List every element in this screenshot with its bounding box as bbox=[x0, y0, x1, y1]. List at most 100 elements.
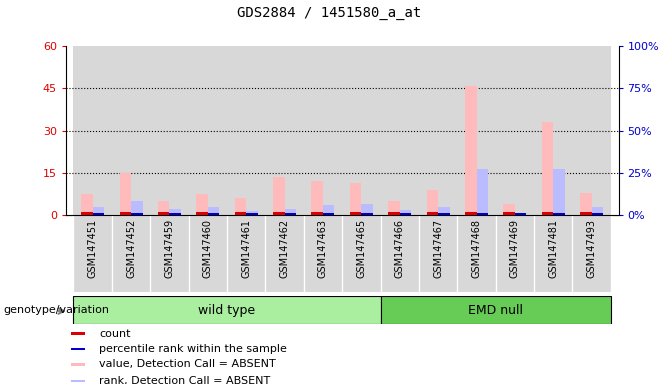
Bar bbox=[419, 46, 457, 215]
Bar bbox=[170, 214, 181, 215]
Bar bbox=[438, 214, 449, 215]
Bar bbox=[235, 212, 246, 215]
Bar bbox=[592, 207, 603, 215]
Bar bbox=[71, 333, 85, 335]
Bar bbox=[112, 215, 150, 292]
Bar bbox=[71, 348, 85, 350]
Bar bbox=[503, 204, 515, 215]
Bar bbox=[572, 215, 611, 292]
Bar bbox=[227, 46, 265, 215]
Bar bbox=[285, 214, 296, 215]
Bar bbox=[120, 173, 131, 215]
Bar bbox=[572, 46, 611, 215]
Bar bbox=[542, 122, 553, 215]
Bar bbox=[208, 207, 219, 215]
Bar bbox=[285, 209, 296, 215]
Bar bbox=[208, 214, 219, 215]
Bar bbox=[265, 46, 304, 215]
Bar bbox=[265, 215, 304, 292]
Bar bbox=[426, 212, 438, 215]
Bar bbox=[246, 211, 258, 215]
Text: genotype/variation: genotype/variation bbox=[3, 305, 109, 315]
Bar bbox=[93, 207, 104, 215]
Text: value, Detection Call = ABSENT: value, Detection Call = ABSENT bbox=[99, 359, 276, 369]
Bar bbox=[74, 46, 112, 215]
Bar bbox=[580, 192, 592, 215]
Bar bbox=[495, 215, 534, 292]
Bar bbox=[170, 209, 181, 215]
Bar bbox=[419, 215, 457, 292]
Bar bbox=[553, 169, 565, 215]
Bar bbox=[196, 212, 208, 215]
Bar bbox=[189, 215, 227, 292]
Bar bbox=[158, 212, 170, 215]
Bar bbox=[534, 215, 572, 292]
Bar bbox=[74, 296, 380, 324]
Text: EMD null: EMD null bbox=[468, 304, 523, 316]
Bar bbox=[131, 201, 143, 215]
Bar bbox=[542, 212, 553, 215]
Bar bbox=[388, 201, 400, 215]
Bar bbox=[580, 212, 592, 215]
Text: GSM147469: GSM147469 bbox=[510, 219, 520, 278]
Bar bbox=[74, 215, 112, 292]
Bar bbox=[400, 210, 411, 215]
Text: GSM147463: GSM147463 bbox=[318, 219, 328, 278]
Bar bbox=[311, 212, 323, 215]
Bar bbox=[227, 215, 265, 292]
Bar bbox=[457, 215, 495, 292]
Bar bbox=[438, 207, 449, 215]
Text: GSM147466: GSM147466 bbox=[395, 219, 405, 278]
Bar bbox=[503, 212, 515, 215]
Bar bbox=[476, 214, 488, 215]
Bar bbox=[553, 214, 565, 215]
Bar bbox=[81, 212, 93, 215]
Text: percentile rank within the sample: percentile rank within the sample bbox=[99, 344, 287, 354]
Bar bbox=[158, 201, 170, 215]
Bar bbox=[112, 46, 150, 215]
Bar bbox=[131, 214, 143, 215]
Bar bbox=[361, 214, 373, 215]
Bar bbox=[515, 214, 526, 215]
Text: rank, Detection Call = ABSENT: rank, Detection Call = ABSENT bbox=[99, 376, 270, 384]
Text: GSM147461: GSM147461 bbox=[241, 219, 251, 278]
Text: GSM147451: GSM147451 bbox=[88, 219, 97, 278]
Bar bbox=[388, 212, 400, 215]
Bar bbox=[476, 169, 488, 215]
Text: GSM147481: GSM147481 bbox=[548, 219, 558, 278]
Bar bbox=[120, 212, 131, 215]
Bar bbox=[311, 181, 323, 215]
Text: GSM147493: GSM147493 bbox=[587, 219, 597, 278]
Bar bbox=[323, 205, 334, 215]
Bar bbox=[534, 46, 572, 215]
Bar bbox=[592, 214, 603, 215]
Bar bbox=[342, 215, 380, 292]
Bar bbox=[380, 215, 419, 292]
Bar bbox=[93, 214, 104, 215]
Bar bbox=[189, 46, 227, 215]
Bar bbox=[495, 46, 534, 215]
Bar bbox=[350, 212, 361, 215]
Bar bbox=[380, 296, 611, 324]
Bar bbox=[273, 177, 284, 215]
Text: GSM147452: GSM147452 bbox=[126, 219, 136, 278]
Bar bbox=[196, 194, 208, 215]
Text: wild type: wild type bbox=[199, 304, 255, 316]
Bar bbox=[273, 212, 284, 215]
Text: GDS2884 / 1451580_a_at: GDS2884 / 1451580_a_at bbox=[237, 6, 421, 20]
Bar bbox=[304, 215, 342, 292]
Bar bbox=[380, 46, 419, 215]
Bar bbox=[71, 363, 85, 366]
Bar bbox=[465, 86, 476, 215]
Bar bbox=[150, 215, 189, 292]
Text: GSM147465: GSM147465 bbox=[357, 219, 367, 278]
Bar bbox=[400, 214, 411, 215]
Text: count: count bbox=[99, 329, 130, 339]
Text: GSM147462: GSM147462 bbox=[280, 219, 290, 278]
Bar bbox=[361, 204, 373, 215]
Bar bbox=[457, 46, 495, 215]
Text: GSM147460: GSM147460 bbox=[203, 219, 213, 278]
Bar bbox=[71, 380, 85, 382]
Bar bbox=[246, 214, 258, 215]
Bar bbox=[235, 198, 246, 215]
